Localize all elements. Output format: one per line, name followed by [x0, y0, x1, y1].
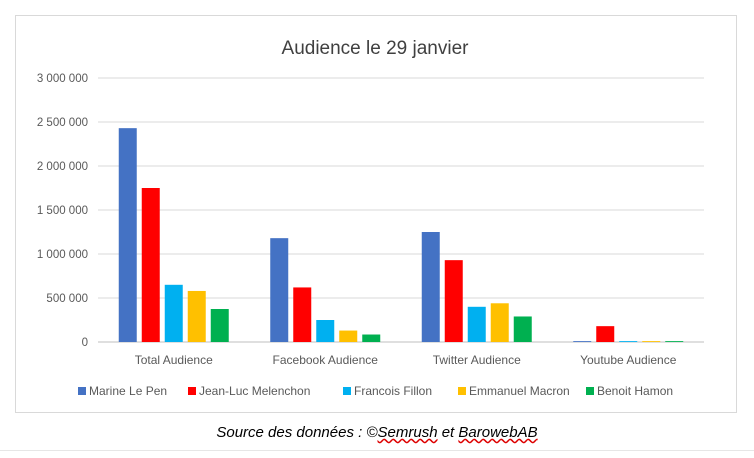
bar [513, 316, 532, 342]
legend-label: Francois Fillon [354, 384, 432, 398]
bar [665, 341, 684, 342]
bar [619, 341, 638, 342]
legend-label: Jean-Luc Melenchon [199, 384, 310, 398]
legend-item: Emmanuel Macron [458, 384, 570, 398]
legend-item: Francois Fillon [343, 384, 432, 398]
bar [490, 303, 509, 342]
x-tick-label: Youtube Audience [580, 353, 677, 367]
y-tick-label: 2 000 000 [37, 161, 88, 173]
bar [339, 330, 358, 342]
chart-frame: Audience le 29 janvier 0 500 000 1 000 000… [15, 15, 737, 413]
bar [210, 309, 229, 342]
legend-swatch [343, 387, 351, 395]
caption-middle: et [437, 424, 459, 441]
y-tick-label: 500 000 [46, 293, 88, 305]
bar [118, 128, 137, 342]
y-tick-label: 1 500 000 [37, 205, 88, 217]
legend-swatch [188, 387, 196, 395]
x-tick-label: Total Audience [135, 353, 213, 367]
caption-source-barowebab: BarowebAB [458, 424, 538, 441]
legend-label: Benoit Hamon [597, 384, 673, 398]
bar [467, 306, 486, 342]
bar [362, 334, 381, 342]
legend-swatch [458, 387, 466, 395]
bar [316, 320, 335, 342]
y-tick-label: 2 500 000 [37, 117, 88, 129]
legend-label: Marine Le Pen [89, 384, 167, 398]
legend-item: Marine Le Pen [78, 384, 167, 398]
y-tick-label: 0 [82, 337, 88, 349]
bar [642, 341, 661, 342]
bar [270, 238, 289, 342]
legend-item: Jean-Luc Melenchon [188, 384, 310, 398]
bar [596, 326, 615, 342]
caption-source-semrush: Semrush [377, 424, 438, 441]
legend-swatch [586, 387, 594, 395]
legend-label: Emmanuel Macron [469, 384, 570, 398]
legend-swatch [78, 387, 86, 395]
bar [293, 287, 312, 342]
bar [164, 284, 183, 342]
bar [444, 260, 463, 342]
legend-item: Benoit Hamon [586, 384, 673, 398]
bar [421, 232, 440, 342]
chart-title: Audience le 29 janvier [282, 38, 470, 59]
bottom-divider [0, 450, 754, 451]
y-tick-label: 1 000 000 [37, 249, 88, 261]
x-tick-label: Twitter Audience [433, 353, 521, 367]
y-tick-label: 3 000 000 [37, 73, 88, 85]
x-tick-label: Facebook Audience [273, 353, 379, 367]
bar [141, 188, 160, 342]
caption-prefix: Source des données : © [216, 424, 378, 441]
source-caption: Source des données : ©Semrush et Baroweb… [0, 424, 754, 441]
bar-chart: Audience le 29 janvier 0 500 000 1 000 000… [37, 38, 704, 398]
bar [187, 290, 206, 342]
bar [573, 341, 592, 342]
